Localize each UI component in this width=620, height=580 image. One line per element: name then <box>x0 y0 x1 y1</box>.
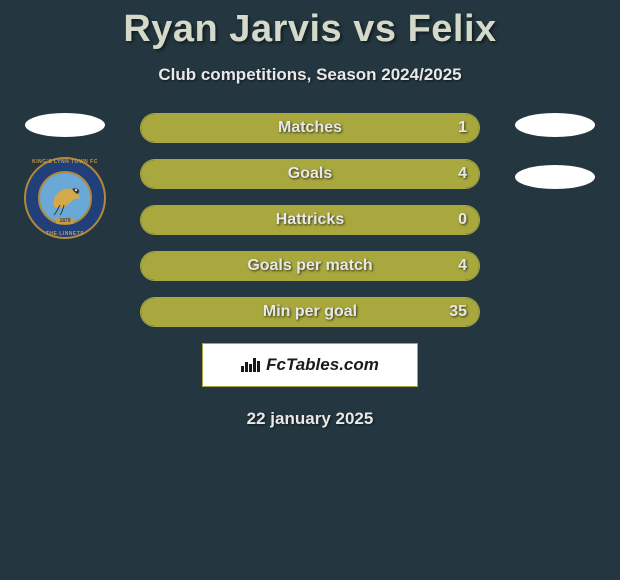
left-club-crest: KING'S LYNN TOWN FC 1879 THE LINNETS <box>24 157 106 239</box>
comparison-content: KING'S LYNN TOWN FC 1879 THE LINNETS Mat… <box>0 113 620 429</box>
right-club-placeholder <box>515 165 595 189</box>
stat-label: Hattricks <box>141 206 479 234</box>
stat-value-right: 0 <box>458 206 467 234</box>
stat-row: Goals4 <box>140 159 480 189</box>
stat-label: Goals per match <box>141 252 479 280</box>
linnet-bird-icon <box>46 179 88 221</box>
stat-row: Min per goal35 <box>140 297 480 327</box>
snapshot-date: 22 january 2025 <box>0 409 620 429</box>
bar-chart-icon <box>241 358 260 372</box>
stat-label: Min per goal <box>141 298 479 326</box>
crest-top-text: KING'S LYNN TOWN FC <box>24 159 106 165</box>
stat-value-right: 1 <box>458 114 467 142</box>
stat-label: Matches <box>141 114 479 142</box>
crest-year: 1879 <box>56 218 74 224</box>
crest-bottom-text: THE LINNETS <box>24 231 106 237</box>
left-player-column: KING'S LYNN TOWN FC 1879 THE LINNETS <box>20 113 110 239</box>
stat-row: Hattricks0 <box>140 205 480 235</box>
right-player-placeholder <box>515 113 595 137</box>
page-title: Ryan Jarvis vs Felix <box>0 0 620 51</box>
stat-row: Goals per match4 <box>140 251 480 281</box>
stat-label: Goals <box>141 160 479 188</box>
fctables-logo: FcTables.com <box>241 355 379 375</box>
fctables-logo-box: FcTables.com <box>202 343 418 387</box>
stats-bars: Matches1Goals4Hattricks0Goals per match4… <box>140 113 480 327</box>
stat-row: Matches1 <box>140 113 480 143</box>
right-player-column <box>510 113 600 189</box>
stat-value-right: 35 <box>449 298 467 326</box>
page-subtitle: Club competitions, Season 2024/2025 <box>0 65 620 85</box>
left-player-placeholder <box>25 113 105 137</box>
stat-value-right: 4 <box>458 160 467 188</box>
stat-value-right: 4 <box>458 252 467 280</box>
logo-text: FcTables.com <box>266 355 379 375</box>
